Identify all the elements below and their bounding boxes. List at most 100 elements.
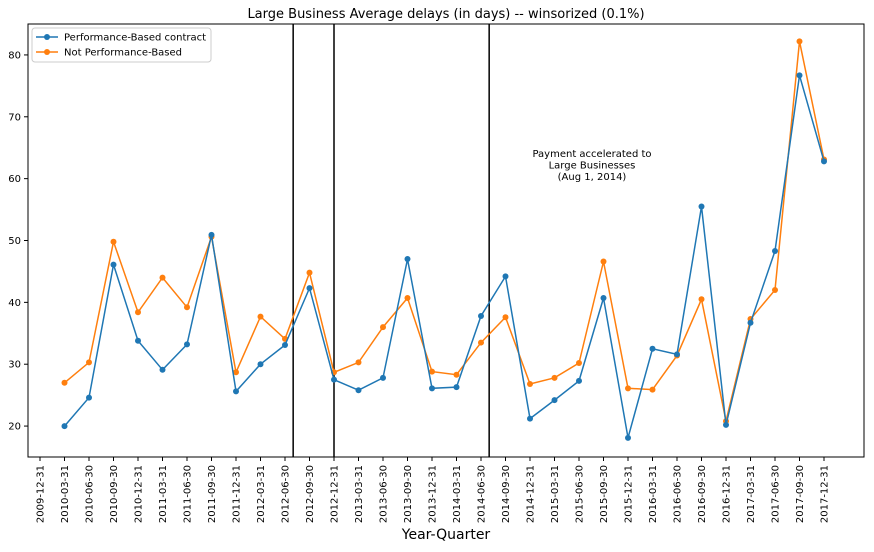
data-point: [110, 261, 117, 268]
x-tick-label: 2014-12-31: [526, 465, 537, 523]
data-point: [698, 203, 705, 210]
data-point: [772, 248, 778, 255]
x-tick-label: 2014-03-31: [452, 465, 463, 523]
x-tick-label: 2010-03-31: [60, 465, 71, 523]
data-point: [527, 415, 533, 422]
data-point: [478, 312, 484, 319]
data-point: [625, 434, 631, 441]
x-tick-label: 2009-12-31: [36, 465, 47, 523]
x-tick-label: 2015-09-30: [599, 465, 610, 523]
data-point: [61, 423, 68, 430]
legend: Performance-Based contract Not Performanc…: [31, 27, 212, 63]
y-tick-label: 40: [8, 298, 21, 309]
x-tick-label: 2010-09-30: [109, 465, 120, 523]
data-point: [502, 314, 509, 321]
series-group: [61, 38, 827, 441]
data-point: [404, 295, 411, 302]
x-axis-label: Year-Quarter: [401, 527, 491, 543]
x-tick-label: 2017-12-31: [820, 465, 831, 523]
y-tick-label: 70: [8, 112, 21, 123]
data-point: [698, 296, 705, 303]
data-point: [796, 72, 803, 79]
data-point: [306, 285, 313, 292]
data-point: [551, 374, 558, 381]
data-point: [282, 342, 288, 349]
x-tick-label: 2016-12-31: [722, 465, 733, 523]
data-point: [380, 374, 386, 381]
x-tick-label: 2016-09-30: [697, 465, 708, 523]
x-tick-label: 2013-12-31: [428, 465, 439, 523]
data-point: [551, 397, 558, 404]
data-point: [135, 309, 141, 316]
data-point: [184, 341, 190, 348]
x-axis: 2009-12-31 2010-03-31 2010-06-30 2010-09-30…: [36, 457, 831, 523]
annotation-line: Large Businesses: [549, 161, 636, 172]
x-tick-label: 2015-06-30: [575, 465, 586, 523]
data-point: [306, 269, 313, 276]
data-point: [772, 286, 778, 293]
data-point: [184, 304, 190, 311]
x-tick-label: 2016-03-31: [648, 465, 659, 523]
chart-title: Large Business Average delays (in days) …: [247, 7, 644, 22]
data-point: [625, 385, 631, 392]
y-tick-label: 30: [8, 360, 21, 371]
x-tick-label: 2015-03-31: [550, 465, 561, 523]
y-tick-label: 50: [8, 236, 21, 247]
x-tick-label: 2012-06-30: [281, 465, 292, 523]
x-tick-label: 2014-09-30: [501, 465, 512, 523]
data-point: [576, 377, 582, 384]
data-point: [429, 368, 435, 375]
x-tick-label: 2013-09-30: [403, 465, 414, 523]
y-tick-label: 20: [8, 422, 21, 433]
data-point: [331, 376, 337, 383]
data-point: [674, 351, 680, 358]
data-point: [233, 369, 239, 376]
data-point: [233, 388, 239, 395]
x-tick-label: 2011-09-30: [207, 465, 218, 523]
x-tick-label: 2015-12-31: [624, 465, 635, 523]
series-line: [63, 75, 825, 438]
data-point: [257, 313, 264, 320]
data-point: [453, 371, 460, 378]
data-point: [649, 386, 656, 393]
data-point: [723, 421, 729, 428]
data-point: [796, 38, 803, 45]
x-tick-label: 2011-03-31: [158, 465, 169, 523]
x-tick-label: 2010-12-31: [134, 465, 145, 523]
x-tick-label: 2012-09-30: [305, 465, 316, 523]
y-tick-label: 80: [8, 50, 21, 61]
x-tick-label: 2010-06-30: [85, 465, 96, 523]
x-tick-label: 2016-06-30: [673, 465, 684, 523]
data-point: [86, 394, 92, 401]
data-point: [208, 231, 215, 238]
x-tick-label: 2011-06-30: [183, 465, 194, 523]
data-point: [159, 366, 166, 373]
legend-marker-swatch: [44, 49, 50, 55]
data-point: [404, 256, 411, 263]
data-point: [355, 387, 362, 394]
annotation-line: Payment accelerated to: [532, 149, 651, 160]
x-tick-label: 2012-03-31: [256, 465, 267, 523]
annotation-line: (Aug 1, 2014): [558, 172, 627, 183]
data-point: [576, 359, 582, 366]
data-point: [429, 385, 435, 392]
data-point: [135, 337, 141, 344]
data-point: [649, 345, 656, 352]
x-tick-label: 2017-09-30: [795, 465, 806, 523]
legend-box: [31, 27, 212, 63]
data-point: [502, 273, 509, 280]
annotation-text: Payment accelerated to Large Businesses (A…: [532, 149, 651, 183]
legend-marker-swatch: [44, 34, 50, 40]
data-point: [355, 359, 362, 366]
data-point: [600, 258, 607, 265]
x-tick-label: 2014-06-30: [477, 465, 488, 523]
data-point: [159, 274, 166, 281]
plot-frame: [27, 23, 865, 458]
data-point: [257, 361, 264, 368]
x-tick-label: 2013-03-31: [354, 465, 365, 523]
data-point: [600, 295, 607, 302]
data-point: [61, 379, 68, 386]
vertical-reference-lines: [292, 24, 490, 457]
